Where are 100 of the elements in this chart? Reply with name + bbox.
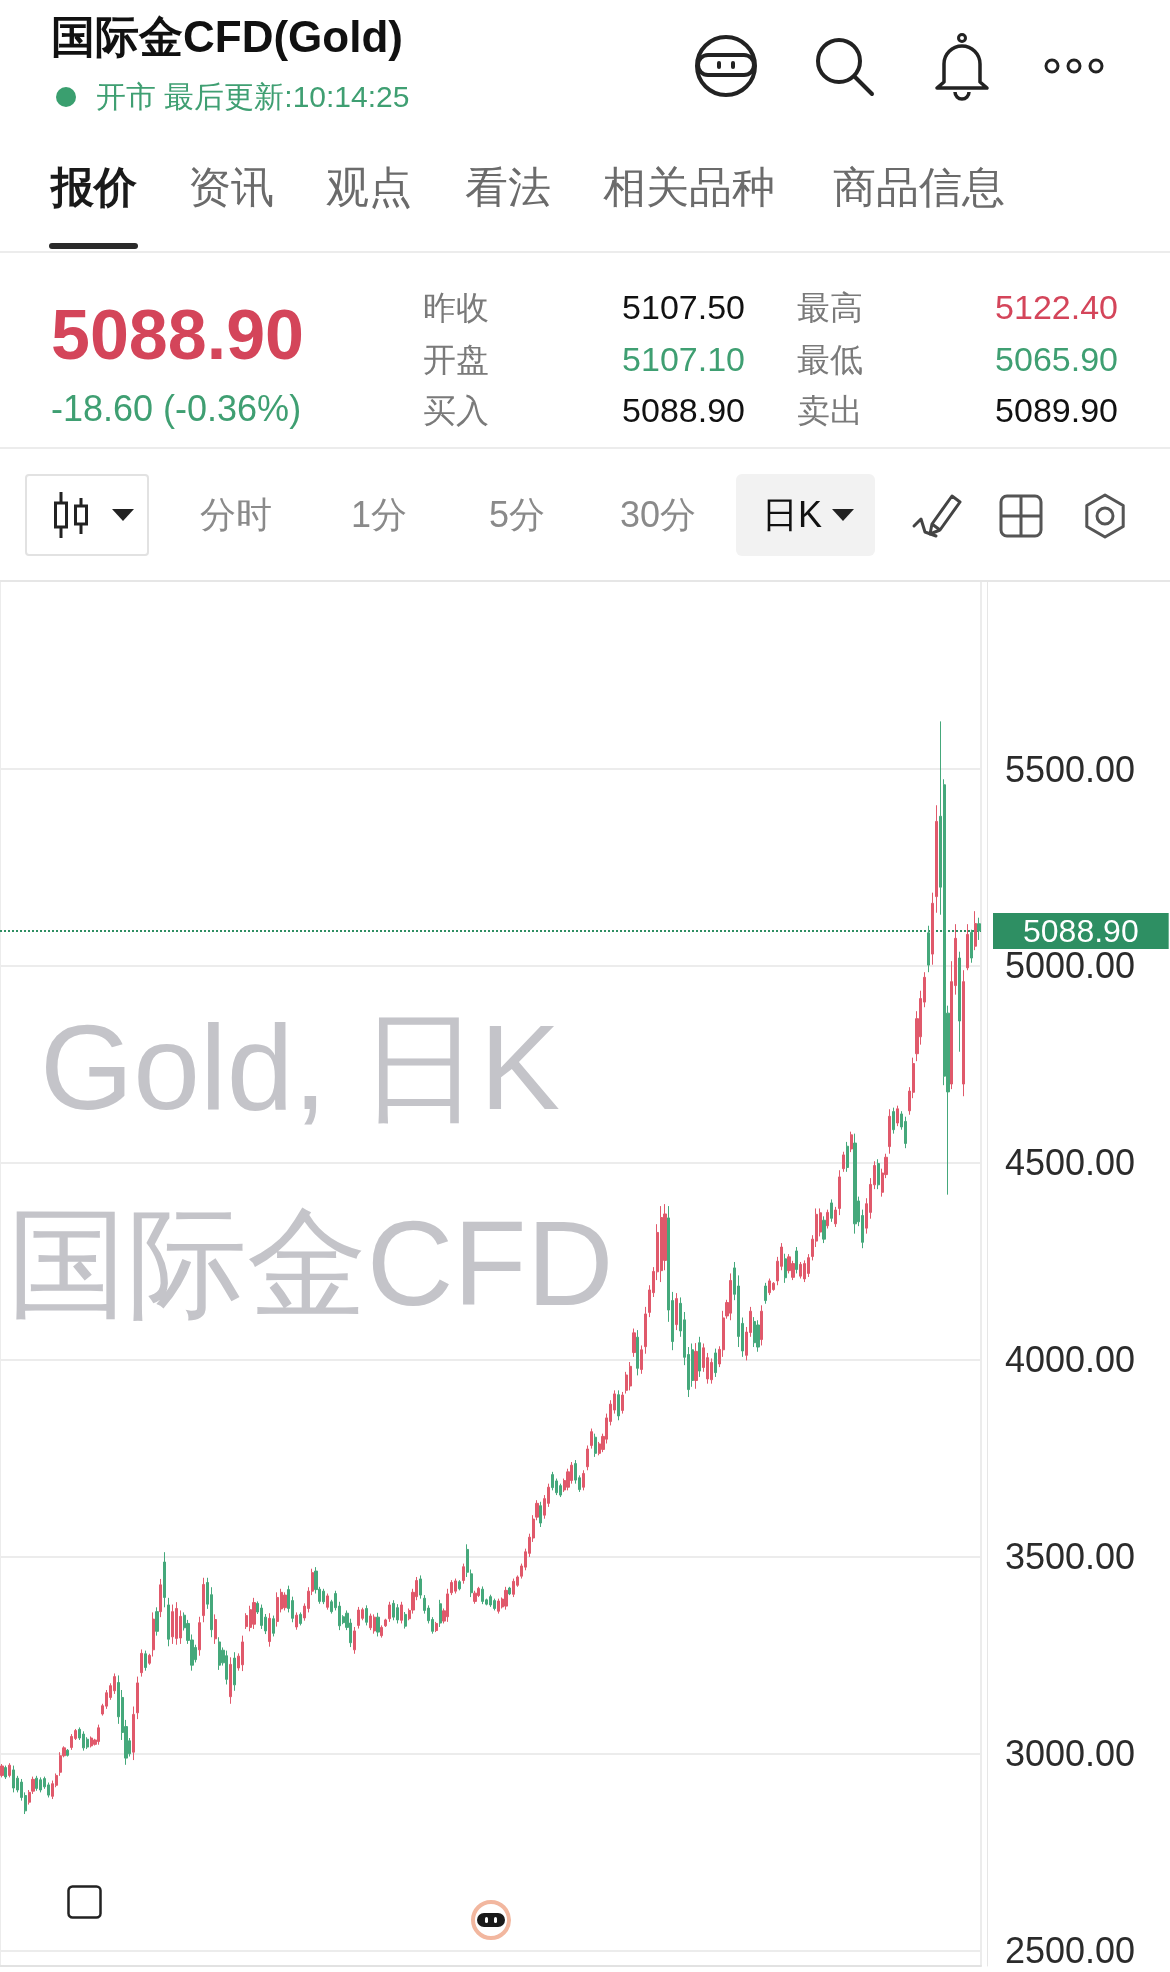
candlestick: [753, 1316, 756, 1348]
candlestick: [295, 1611, 298, 1631]
candlestick: [888, 1108, 891, 1155]
text: 国际金CFD(Gold): [51, 11, 403, 63]
text: 相关品种: [603, 163, 775, 213]
candlestick: [454, 1578, 457, 1595]
candlestick: [764, 1282, 767, 1305]
text: 5088.90: [51, 294, 305, 376]
candlestick: [163, 1551, 166, 1608]
candlestick: [70, 1733, 73, 1751]
text: 5122.40: [995, 288, 1118, 328]
annotation: 国际金CFD: [6, 1195, 614, 1332]
candlestick: [353, 1626, 356, 1655]
candlestick: [694, 1342, 698, 1390]
candlestick: [714, 1348, 717, 1378]
candlestick: [35, 1775, 38, 1792]
text: 商品信息: [833, 163, 1005, 213]
candlestick: [8, 1762, 11, 1778]
text: 5088.90: [622, 391, 745, 431]
candlestick: [458, 1579, 461, 1591]
candlestick: [877, 1158, 880, 1190]
text: 5分: [489, 494, 546, 536]
candlestick: [795, 1246, 798, 1274]
candlestick: [489, 1594, 492, 1608]
candlestick: [768, 1278, 771, 1296]
text: 卖出: [797, 392, 863, 430]
candlestick: [853, 1133, 857, 1235]
candlestick: [136, 1676, 139, 1720]
text: 看法: [465, 163, 551, 213]
text: 5107.50: [622, 288, 745, 328]
candlestick: [82, 1730, 85, 1752]
candlestick: [283, 1591, 287, 1611]
text: 5065.90: [995, 340, 1118, 380]
candlestick: [90, 1735, 93, 1748]
text: 最高: [797, 289, 863, 327]
candlestick: [822, 1215, 826, 1244]
text: 昨收: [423, 289, 489, 327]
candlestick: [590, 1428, 593, 1450]
candlestick: [974, 910, 977, 951]
text: 5089.90: [995, 391, 1118, 431]
candlestick: [799, 1261, 802, 1280]
candlestick: [66, 1748, 69, 1758]
candlestick: [4, 1765, 7, 1780]
candlestick: [760, 1304, 763, 1346]
text: 日K: [762, 494, 823, 536]
annotation: Gold, 日K: [39, 999, 561, 1136]
candlestick: [396, 1603, 399, 1624]
candlestick: [504, 1586, 508, 1611]
candlestick: [462, 1563, 465, 1585]
candlestick: [632, 1328, 636, 1358]
candlestick: [927, 925, 930, 973]
candlestick: [784, 1253, 787, 1284]
candlestick: [772, 1281, 775, 1292]
candlestick: [660, 1205, 663, 1283]
candlestick: [260, 1604, 263, 1630]
candlestick: [326, 1593, 329, 1611]
candlestick: [640, 1344, 643, 1375]
candlestick: [218, 1636, 221, 1671]
candlestick: [838, 1169, 841, 1216]
candlestick: [233, 1651, 236, 1692]
candlestick: [388, 1601, 391, 1623]
candlestick: [198, 1616, 201, 1657]
text: 观点: [326, 163, 412, 213]
candlestick: [12, 1765, 15, 1793]
candlestick: [850, 1131, 853, 1153]
text: -18.60 (-0.36%): [51, 388, 302, 430]
candlestick: [644, 1306, 647, 1355]
candlestick: [675, 1292, 678, 1331]
candlestick: [931, 892, 934, 966]
candlestick: [834, 1206, 837, 1228]
text: 买入: [423, 392, 489, 430]
candlestick: [435, 1621, 438, 1633]
text: 分时: [200, 494, 272, 536]
candlestick: [0, 1763, 4, 1778]
candlestick: [365, 1604, 368, 1626]
candlestick: [272, 1615, 275, 1637]
candlestick: [493, 1598, 496, 1611]
candlestick: [582, 1469, 585, 1491]
candlestick: [629, 1361, 632, 1391]
candlestick: [299, 1611, 302, 1626]
candlestick: [617, 1389, 620, 1421]
candlestick: [268, 1612, 271, 1648]
candlestick: [966, 923, 969, 971]
y-tick-label: 3000.00: [1005, 1732, 1136, 1774]
candlestick: [636, 1329, 639, 1376]
candlestick: [159, 1578, 162, 1618]
candlestick: [710, 1357, 713, 1385]
candlestick: [807, 1253, 810, 1278]
candlestick: [144, 1650, 147, 1672]
text: 报价: [51, 163, 137, 213]
candlestick: [380, 1624, 383, 1639]
candlestick: [214, 1613, 217, 1645]
candlestick: [140, 1648, 143, 1678]
candlestick: [497, 1598, 500, 1615]
candlestick: [508, 1586, 511, 1596]
candlestick: [892, 1107, 895, 1135]
text: 30分: [620, 494, 697, 536]
candlestick: [446, 1588, 449, 1623]
candlestick: [586, 1444, 589, 1471]
candlestick: [404, 1611, 407, 1630]
